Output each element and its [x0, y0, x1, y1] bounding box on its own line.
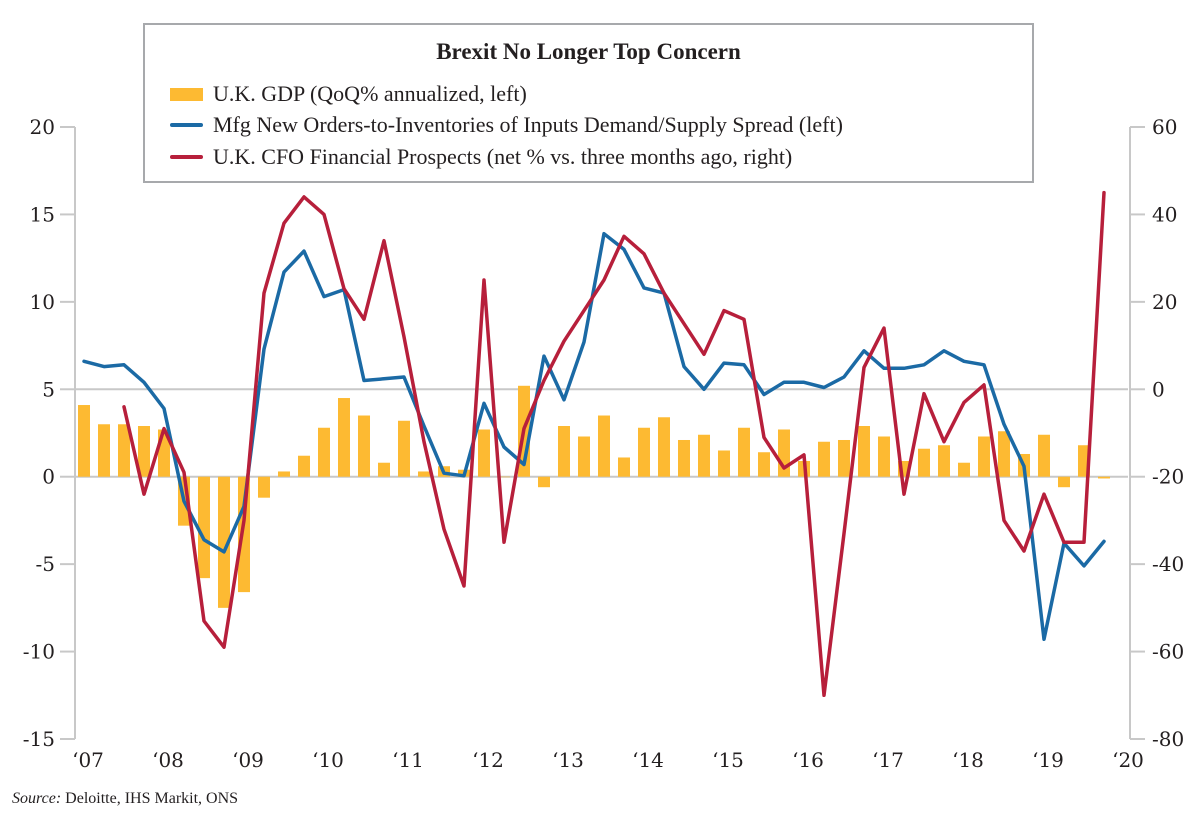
gdp-bar [398, 420, 410, 477]
gdp-bar [858, 426, 870, 477]
mfg-spread-line [82, 231, 1106, 642]
x-axis-tick-label: ‘10 [312, 748, 344, 772]
gdp-bar [338, 398, 350, 477]
right-axis-tick-labels: 60 40 20 0 -20 -40 -60 -80 [1152, 115, 1184, 751]
right-axis-tick-label: 40 [1152, 202, 1177, 226]
left-axis-tick-label: 0 [42, 465, 55, 489]
gdp-bar [758, 452, 770, 477]
right-axis-tick-label: 60 [1152, 115, 1177, 139]
left-axis-tick-label: 5 [42, 377, 55, 401]
gdp-bar [418, 471, 430, 477]
x-axis-tick-label: ‘11 [392, 748, 424, 772]
x-axis-tick-label: ‘12 [472, 748, 504, 772]
left-axis-tick-label: 20 [30, 115, 55, 139]
right-axis-tick-label: -20 [1152, 465, 1184, 489]
gdp-bar [478, 429, 490, 477]
right-axis-tick-label: -60 [1152, 640, 1184, 664]
x-axis-tick-label: ‘16 [792, 748, 824, 772]
x-axis-tick-label: ‘09 [232, 748, 264, 772]
cfo-prospects-swatch-icon [170, 155, 203, 159]
gdp-bar [578, 436, 590, 477]
gdp-bar [498, 476, 510, 478]
gdp-bar [938, 445, 950, 477]
left-axis-tick-labels: 20 15 10 5 0 -5 -10 -15 [23, 115, 55, 751]
mfg-spread-swatch-icon [170, 123, 203, 127]
right-axis-tick-label: 0 [1152, 377, 1165, 401]
x-axis-tick-label: ‘20 [1112, 748, 1144, 772]
gdp-bar [598, 415, 610, 477]
x-axis-tick-label: ‘13 [552, 748, 584, 772]
axes [60, 126, 1145, 740]
x-axis-tick-label: ‘15 [712, 748, 744, 772]
source-text: Deloitte, IHS Markit, ONS [61, 790, 239, 807]
chart-title: Brexit No Longer Top Concern [436, 39, 741, 64]
gdp-bar [838, 439, 850, 477]
right-axis-tick-label: 20 [1152, 290, 1177, 314]
left-axis-tick-label: -10 [23, 640, 55, 664]
gdp-bar [538, 476, 550, 488]
right-axis-tick-label: -40 [1152, 552, 1184, 576]
left-axis-tick-label: -15 [23, 727, 55, 751]
legend-label: U.K. CFO Financial Prospects (net % vs. … [213, 144, 793, 169]
x-axis-tick-labels: ‘07 ‘08 ‘09 ‘10 ‘11 ‘12 ‘13 ‘14 ‘15 ‘16 ‘17 ‘18 ‘19 ‘… [72, 748, 1144, 772]
gdp-bar [358, 415, 370, 477]
gdp-bar [318, 427, 330, 477]
gdp-bar [1038, 434, 1050, 477]
gdp-bar [98, 424, 110, 477]
gdp-bar [878, 436, 890, 477]
gdp-bar [298, 455, 310, 477]
x-axis-tick-label: ‘19 [1032, 748, 1064, 772]
series-lines [82, 190, 1106, 698]
gdp-bar [918, 448, 930, 477]
legend-item-mfg-spread: Mfg New Orders-to-Inventories of Inputs … [170, 111, 843, 139]
source-note: Source: Deloitte, IHS Markit, ONS [12, 790, 238, 808]
gdp-bar [738, 427, 750, 477]
gdp-bar [218, 476, 230, 608]
gdp-bar [1098, 476, 1110, 479]
gdp-bar [118, 424, 130, 477]
gdp-bar [278, 471, 290, 477]
gdp-bar [198, 476, 210, 579]
legend-item-cfo-prospects: U.K. CFO Financial Prospects (net % vs. … [170, 143, 792, 171]
x-axis-tick-label: ‘18 [952, 748, 984, 772]
left-axis-tick-label: 10 [30, 290, 55, 314]
left-axis-tick-label: -5 [36, 552, 55, 576]
gdp-bar [718, 450, 730, 477]
gdp-bar [698, 434, 710, 477]
gdp-bar [658, 417, 670, 477]
gdp-bar [678, 439, 690, 477]
legend-item-gdp: U.K. GDP (QoQ% annualized, left) [170, 80, 527, 108]
legend: Brexit No Longer Top Concern U.K. GDP (Q… [143, 23, 1034, 183]
gdp-bar [998, 431, 1010, 477]
gdp-bar [818, 441, 830, 477]
x-axis-tick-label: ‘14 [632, 748, 664, 772]
x-axis-tick-label: ‘17 [872, 748, 904, 772]
gdp-bar [378, 462, 390, 477]
legend-label: Mfg New Orders-to-Inventories of Inputs … [213, 112, 843, 137]
left-axis-tick-label: 15 [30, 202, 55, 226]
legend-label: U.K. GDP (QoQ% annualized, left) [213, 81, 527, 106]
x-axis-tick-label: ‘07 [72, 748, 104, 772]
source-prefix: Source: [12, 790, 62, 807]
cfo-prospects-line [122, 190, 1106, 698]
gdp-bar [958, 462, 970, 477]
gdp-swatch-icon [170, 87, 203, 101]
gdp-bar [558, 426, 570, 477]
gdp-bar [638, 427, 650, 477]
gdp-bar [1058, 476, 1070, 488]
gdp-bar [618, 457, 630, 477]
gdp-bar [258, 476, 270, 498]
gdp-bar [78, 405, 90, 477]
gdp-bar [978, 436, 990, 477]
right-axis-tick-label: -80 [1152, 727, 1184, 751]
x-axis-tick-label: ‘08 [152, 748, 184, 772]
gdp-bar [138, 426, 150, 477]
